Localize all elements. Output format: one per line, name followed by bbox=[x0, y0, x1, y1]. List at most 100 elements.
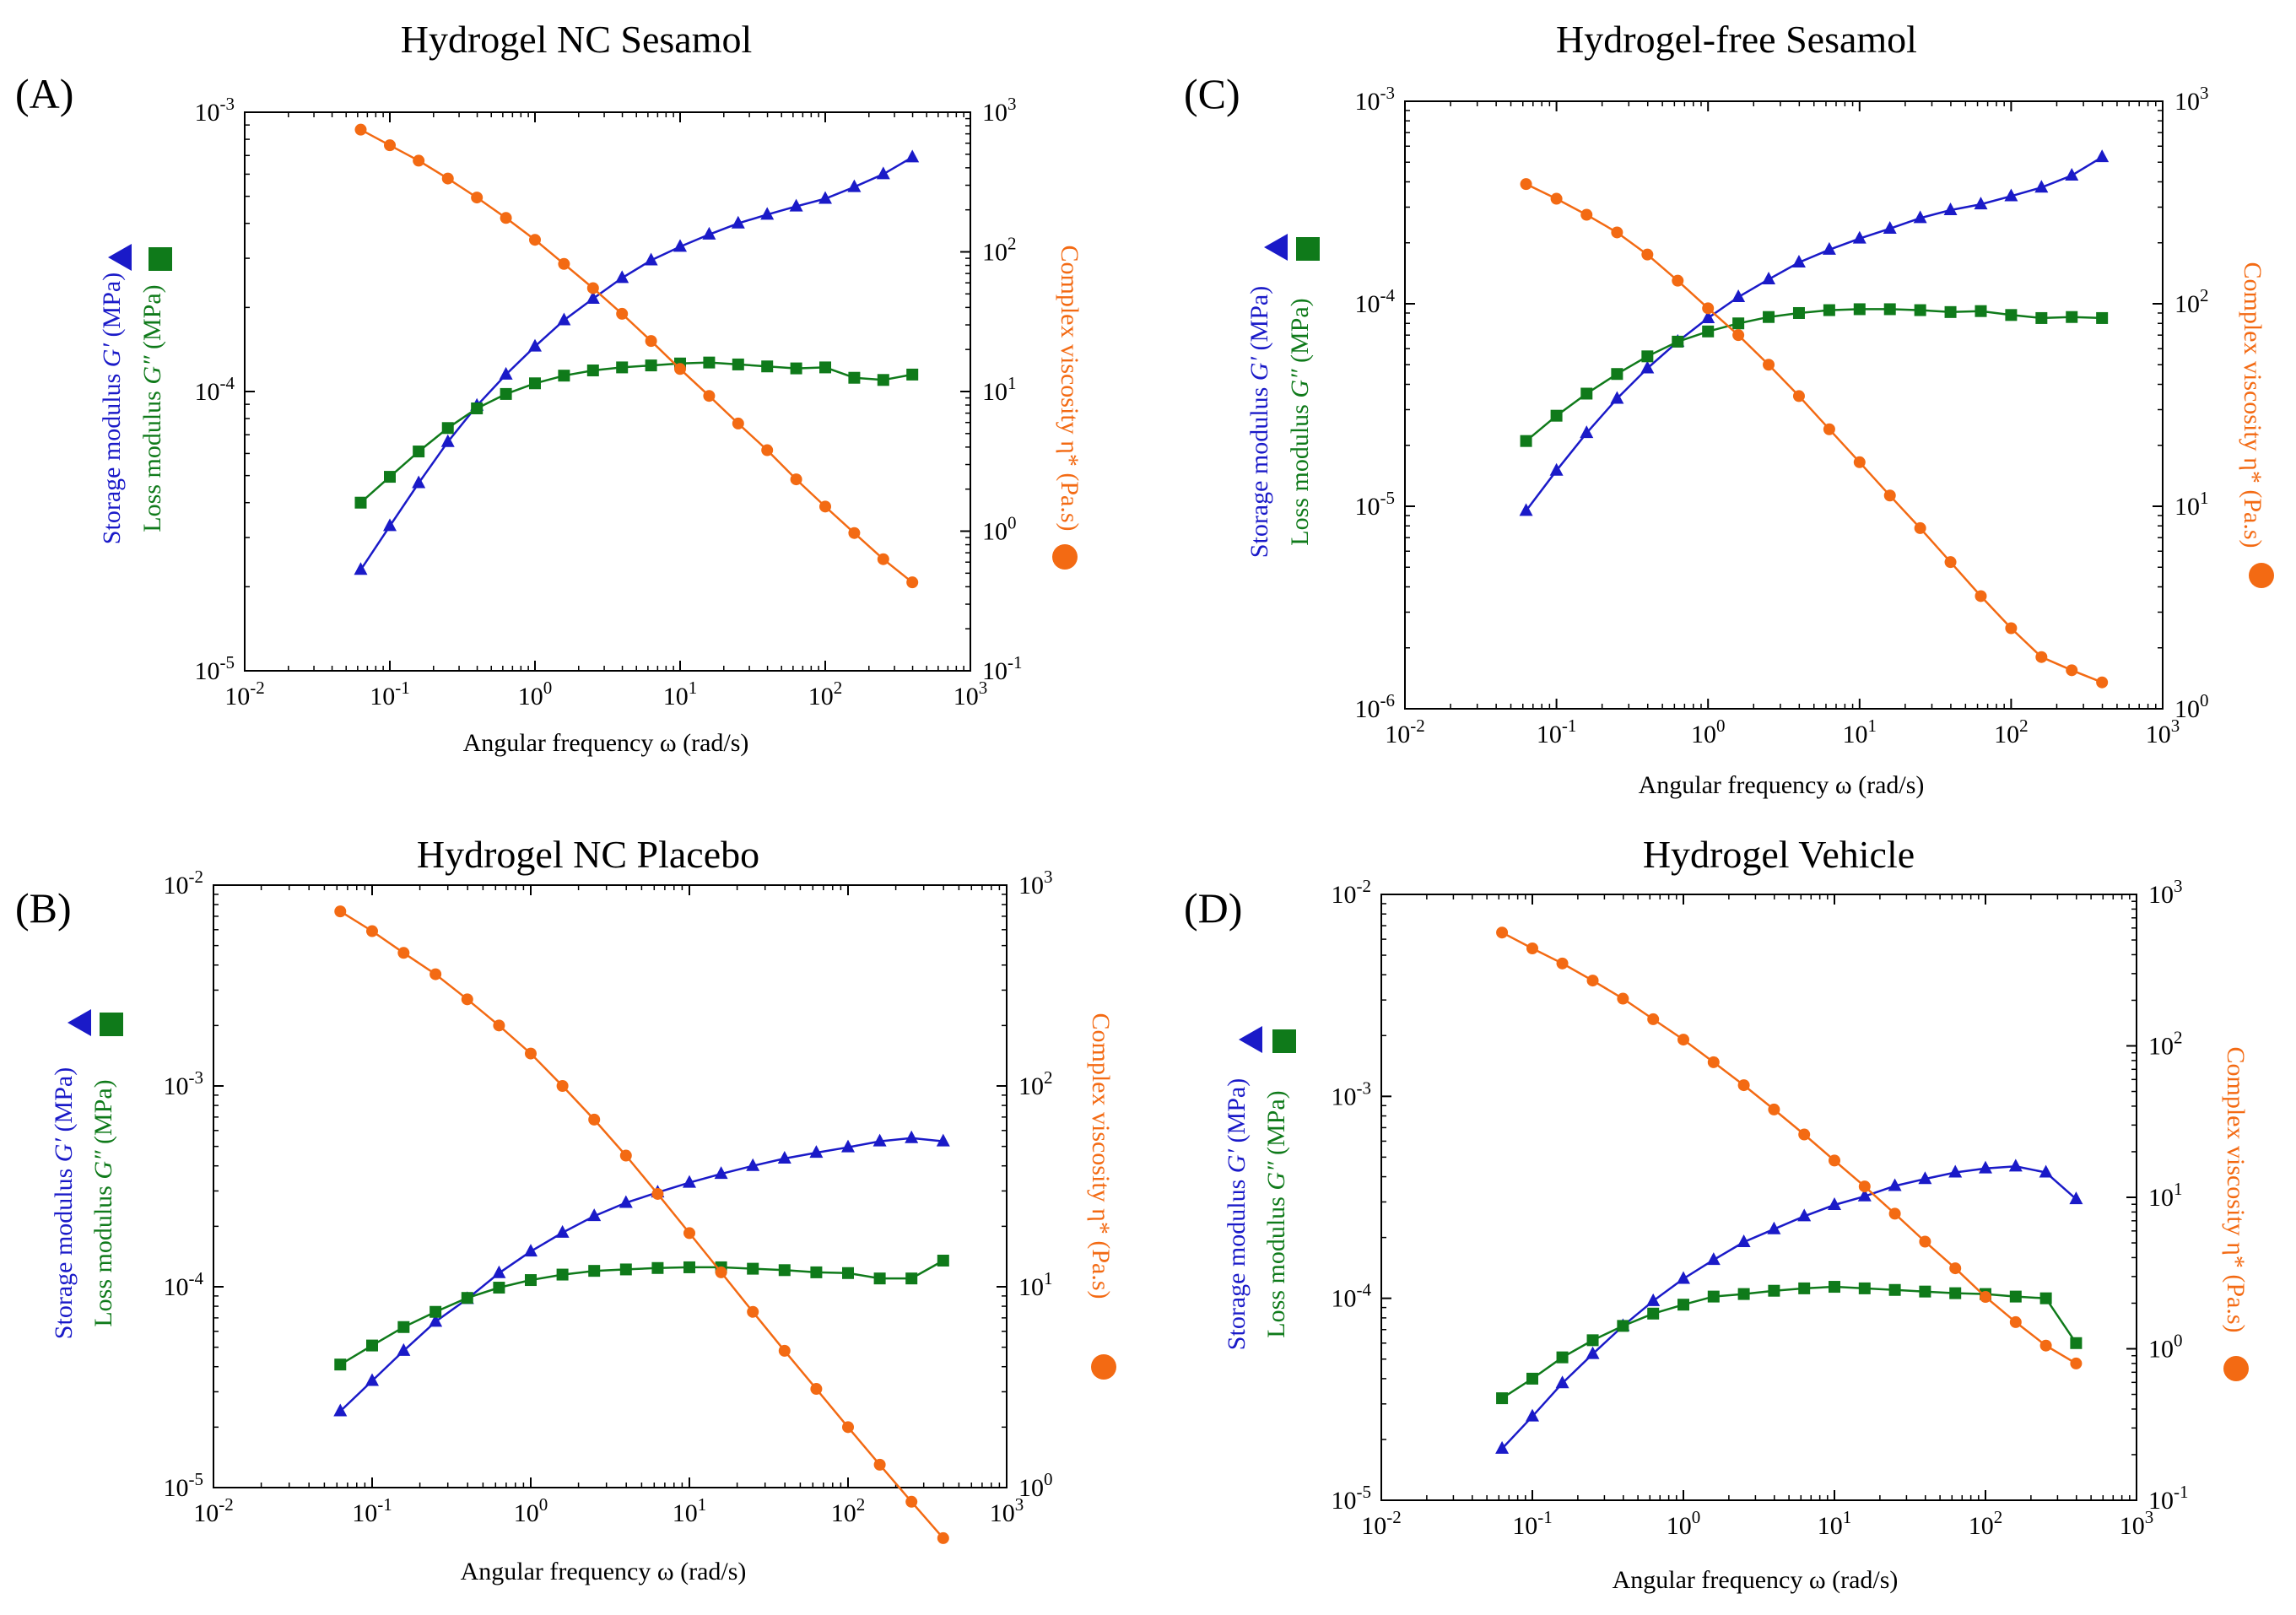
storage-point bbox=[1918, 1171, 1932, 1185]
loss-point bbox=[790, 362, 802, 375]
loss-point bbox=[732, 358, 744, 370]
viscosity-point bbox=[1496, 926, 1509, 939]
loss-point bbox=[747, 1262, 759, 1275]
panel-b: (B) Hydrogel NC Placebo 10-2 10-1 100 101 102 1… bbox=[15, 833, 1116, 1585]
storage-point bbox=[818, 191, 832, 204]
storage-point bbox=[2095, 149, 2110, 163]
viscosity-point bbox=[645, 335, 657, 348]
x-tick-label: 10-1 bbox=[1537, 716, 1577, 748]
y2-tick-label: 101 bbox=[2148, 1179, 2183, 1212]
panel-label: (D) bbox=[1184, 884, 1242, 932]
loss-point bbox=[1641, 350, 1654, 363]
loss-point bbox=[1949, 1287, 1962, 1299]
viscosity-point bbox=[1792, 390, 1805, 402]
x-tick-label: 100 bbox=[518, 678, 553, 710]
y-axis-title-loss: Loss modulus G″ (MPa) bbox=[138, 284, 166, 532]
loss-point bbox=[1580, 387, 1593, 400]
storage-point bbox=[1943, 203, 1958, 216]
viscosity-point bbox=[1919, 1235, 1931, 1248]
x-tick-label: 102 bbox=[831, 1494, 866, 1527]
x-tick-label: 102 bbox=[1969, 1507, 2003, 1540]
storage-point bbox=[354, 562, 368, 575]
viscosity-point bbox=[529, 234, 541, 246]
storage-series-line bbox=[1501, 1165, 2077, 1450]
loss-point bbox=[2066, 311, 2078, 323]
loss-point bbox=[2039, 1292, 2052, 1304]
storage-point bbox=[333, 1403, 348, 1417]
loss-point bbox=[441, 422, 454, 435]
storage-point bbox=[1519, 503, 1533, 516]
viscosity-point bbox=[1617, 992, 1629, 1005]
loss-point bbox=[1883, 303, 1896, 316]
loss-point bbox=[1526, 1372, 1538, 1385]
storage-point bbox=[1948, 1164, 1963, 1178]
loss-point bbox=[1823, 304, 1835, 316]
y2-tick-label: 101 bbox=[2174, 488, 2209, 521]
chart-title: Hydrogel NC Placebo bbox=[417, 833, 759, 876]
chart-title: Hydrogel Vehicle bbox=[1643, 833, 1915, 876]
loss-point bbox=[819, 361, 831, 374]
viscosity-point bbox=[937, 1531, 949, 1544]
x-axis-title: Angular frequency ω (rad/s) bbox=[463, 729, 749, 757]
panel-label: (C) bbox=[1184, 70, 1240, 117]
x-tick-label: 10-2 bbox=[193, 1494, 234, 1527]
loss-point bbox=[500, 387, 512, 400]
x-tick-label: 101 bbox=[673, 1494, 707, 1527]
storage-point bbox=[702, 226, 716, 240]
loss-point bbox=[334, 1358, 347, 1371]
viscosity-point bbox=[715, 1266, 727, 1278]
y2-axis-title: Complex viscosity η* (Pa.s) bbox=[2222, 1046, 2250, 1332]
circle-icon bbox=[1091, 1354, 1116, 1380]
square-icon bbox=[1272, 1029, 1296, 1053]
viscosity-point bbox=[778, 1344, 791, 1357]
loss-point bbox=[1768, 1284, 1780, 1297]
storage-point bbox=[586, 290, 600, 304]
y-axis-title-loss: Loss modulus G″ (MPa) bbox=[1286, 298, 1314, 545]
loss-point bbox=[842, 1267, 854, 1279]
storage-point bbox=[383, 518, 397, 532]
viscosity-point bbox=[1556, 957, 1569, 970]
storage-point bbox=[1610, 391, 1624, 404]
loss-point bbox=[354, 496, 367, 509]
storage-point bbox=[1913, 210, 1927, 224]
storage-point bbox=[1797, 1208, 1812, 1222]
loss-point bbox=[1617, 1320, 1629, 1332]
y-axis-title-storage: Storage modulus G′ (MPa) bbox=[98, 273, 126, 544]
storage-point bbox=[1857, 1188, 1872, 1202]
x-tick-label: 10-1 bbox=[352, 1494, 392, 1527]
storage-point bbox=[2008, 1159, 2023, 1172]
storage-point bbox=[615, 270, 629, 284]
storage-point bbox=[1828, 1196, 1841, 1210]
storage-point bbox=[1706, 1252, 1721, 1266]
storage-point bbox=[905, 1130, 919, 1143]
triangle-icon bbox=[1239, 1026, 1262, 1053]
storage-point bbox=[365, 1373, 379, 1386]
storage-point bbox=[2039, 1164, 2053, 1178]
loss-point bbox=[905, 1272, 918, 1285]
storage-point bbox=[1762, 272, 1776, 285]
viscosity-point bbox=[877, 553, 889, 565]
viscosity-point bbox=[1672, 274, 1684, 287]
y-tick-label: 10-3 bbox=[195, 94, 235, 127]
viscosity-point bbox=[1944, 556, 1957, 569]
circle-icon bbox=[2223, 1356, 2249, 1381]
viscosity-series-line bbox=[339, 910, 944, 1539]
x-axis-title: Angular frequency ω (rad/s) bbox=[461, 1558, 747, 1585]
viscosity-point bbox=[732, 417, 744, 429]
x-axis-title: Angular frequency ω (rad/s) bbox=[1639, 771, 1925, 799]
x-tick-label: 101 bbox=[1843, 716, 1877, 748]
viscosity-point bbox=[703, 390, 716, 402]
y2-tick-label: 103 bbox=[2174, 83, 2209, 116]
viscosity-point bbox=[413, 154, 425, 167]
loss-point bbox=[1975, 305, 1987, 317]
loss-point bbox=[2009, 1290, 2022, 1303]
storage-point bbox=[876, 166, 890, 180]
storage-point bbox=[1586, 1346, 1600, 1359]
viscosity-point bbox=[384, 139, 396, 152]
x-tick-label: 102 bbox=[808, 678, 843, 710]
panel-label: (B) bbox=[15, 884, 72, 932]
loss-point bbox=[877, 374, 889, 386]
storage-point bbox=[809, 1145, 824, 1159]
viscosity-point bbox=[1677, 1034, 1689, 1046]
loss-point bbox=[1702, 325, 1715, 338]
